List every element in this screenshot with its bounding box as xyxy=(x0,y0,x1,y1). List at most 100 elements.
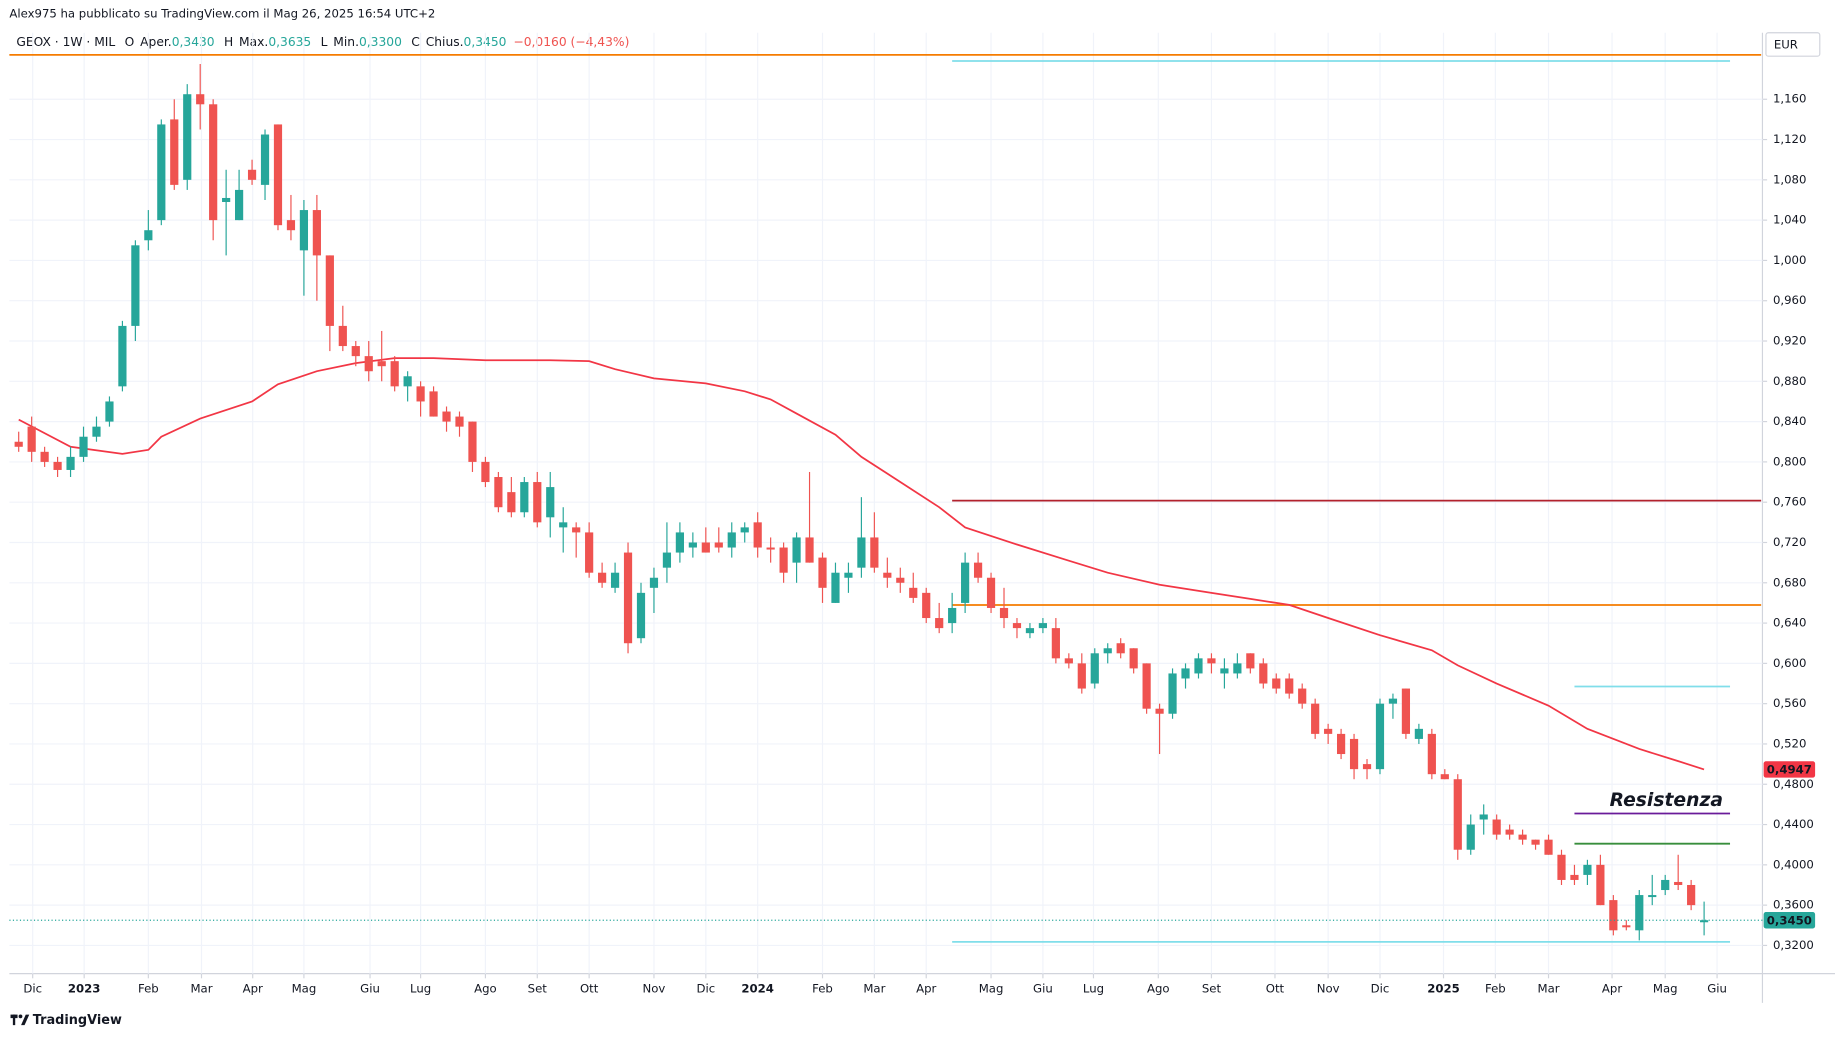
candle-body xyxy=(1168,673,1177,714)
candle-body xyxy=(1233,663,1242,674)
x-tick-label: Apr xyxy=(1602,981,1622,995)
candle-body xyxy=(1038,623,1048,629)
candle-body xyxy=(234,189,244,221)
field-key: L xyxy=(321,35,328,49)
candle-body xyxy=(1414,728,1423,739)
candle-body xyxy=(1648,895,1657,898)
candle-body xyxy=(585,532,594,573)
candle-body xyxy=(27,426,36,452)
candle-body xyxy=(105,401,114,422)
candle-body xyxy=(1375,703,1385,770)
x-tick-label: Feb xyxy=(812,981,833,995)
candle-body xyxy=(1518,834,1527,840)
candle-body xyxy=(1583,864,1592,875)
x-tick-label: Giu xyxy=(360,981,380,995)
candle-body xyxy=(416,386,425,402)
x-tick-label: Mar xyxy=(190,981,212,995)
candle-body xyxy=(520,482,529,513)
candle-body xyxy=(1479,814,1488,820)
x-tick-label: Mag xyxy=(979,981,1004,995)
candle-body xyxy=(1453,779,1462,850)
moving-average xyxy=(18,357,1705,771)
y-tick-label: 0,720 xyxy=(1773,535,1806,549)
candle-body xyxy=(131,245,140,326)
candle-body xyxy=(1687,884,1696,906)
field-value: 0,3430 xyxy=(172,35,215,49)
candle-body xyxy=(779,547,788,573)
candle-body xyxy=(948,607,957,624)
candle-body xyxy=(1570,874,1579,880)
x-tick-label: Lug xyxy=(410,981,431,995)
x-tick-label: Feb xyxy=(1485,981,1506,995)
currency: EUR xyxy=(1774,38,1798,52)
candle-body xyxy=(792,537,801,563)
candle-body xyxy=(157,124,166,221)
candle-body xyxy=(1298,688,1307,704)
candle-body xyxy=(818,557,827,588)
x-tick-label: Giu xyxy=(1707,981,1727,995)
candle-body xyxy=(1609,900,1618,931)
candle-body xyxy=(260,134,270,185)
candle-body xyxy=(390,361,399,387)
price-badge xyxy=(1763,761,1816,778)
y-tick-label: 0,760 xyxy=(1773,495,1806,509)
y-tick-label: 0,4400 xyxy=(1773,817,1814,831)
field-key: H xyxy=(224,35,233,49)
candle-body xyxy=(1051,628,1060,659)
candle-body xyxy=(1401,688,1411,734)
candle-body xyxy=(144,230,153,241)
x-tick-label: Mag xyxy=(1653,981,1678,995)
candle-body xyxy=(1674,881,1683,885)
y-tick-label: 0,960 xyxy=(1773,293,1806,307)
candle-body xyxy=(533,482,542,523)
y-tick-label: 1,000 xyxy=(1773,253,1806,267)
candle-body xyxy=(118,325,127,387)
y-tick-label: 0,800 xyxy=(1773,454,1806,468)
y-tick-label: 1,080 xyxy=(1773,172,1806,186)
candle-body xyxy=(857,537,866,568)
candle-body xyxy=(766,547,775,550)
candle-body xyxy=(1700,920,1709,923)
candle-body xyxy=(1440,774,1449,780)
candle-body xyxy=(1025,628,1035,634)
field-key: C xyxy=(411,35,420,49)
x-tick-label: Mar xyxy=(863,981,885,995)
candle-body xyxy=(909,587,918,598)
x-tick-label: Ago xyxy=(474,981,497,995)
candle-body xyxy=(649,577,659,588)
x-tick-label: 2023 xyxy=(68,981,101,995)
candle-body xyxy=(1349,738,1359,770)
candle-body xyxy=(1362,764,1372,770)
candle-body xyxy=(740,527,749,533)
candle-body xyxy=(14,441,23,447)
candle-body xyxy=(1064,658,1073,664)
symbol: GEOX · 1W · MIL xyxy=(16,35,115,49)
candle-body xyxy=(1194,658,1203,674)
candle-body xyxy=(468,421,477,462)
candle-body xyxy=(299,210,309,251)
x-tick-label: Dic xyxy=(23,981,42,995)
candle-body xyxy=(325,255,334,326)
brand-logo xyxy=(10,1014,30,1026)
candle-body xyxy=(1596,864,1605,906)
x-tick-label: Ott xyxy=(1266,981,1285,995)
candle-body xyxy=(999,607,1009,619)
candle-body xyxy=(1220,668,1229,674)
candle-body xyxy=(1388,698,1398,704)
candle-body xyxy=(1090,653,1099,684)
candle-body xyxy=(377,361,386,367)
price-badge-label: 0,3450 xyxy=(1767,913,1812,927)
candle-body xyxy=(1466,824,1475,850)
candle-body xyxy=(675,532,684,553)
candle-body xyxy=(1103,648,1112,654)
x-tick-label: Lug xyxy=(1083,981,1104,995)
field-name: Max. xyxy=(239,35,268,49)
x-tick-label: Dic xyxy=(1371,981,1390,995)
candle-body xyxy=(701,542,710,553)
x-tick-label: Ott xyxy=(580,981,599,995)
y-tick-label: 0,3600 xyxy=(1773,898,1814,912)
candle-body xyxy=(1285,678,1294,694)
candle-body xyxy=(1181,668,1190,679)
candle-body xyxy=(1142,663,1151,709)
